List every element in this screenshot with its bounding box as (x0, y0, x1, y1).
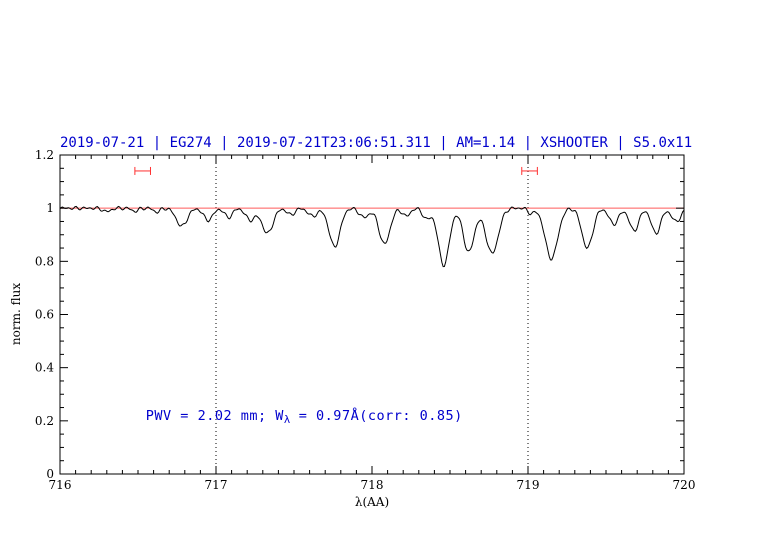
x-tick-label: 717 (205, 478, 228, 492)
y-tick-label: 1.2 (35, 148, 54, 162)
annotation-text-pre: PWV = 2.02 mm; W (145, 408, 284, 425)
y-axis-label: norm. flux (9, 282, 23, 346)
spectrum-line (59, 205, 685, 268)
x-tick-label: 719 (517, 478, 540, 492)
annotation-text-post: = 0.97Å(corr: 0.85) (290, 408, 463, 425)
y-tick-label: 1 (46, 201, 54, 215)
y-tick-label: 0.4 (35, 361, 54, 375)
annotation-lambda-subscript: λ (283, 414, 291, 427)
x-tick-label: 716 (49, 478, 72, 492)
y-tick-label: 0.6 (35, 308, 54, 322)
y-tick-label: 0.2 (35, 414, 54, 428)
y-tick-label: 0 (46, 467, 54, 481)
pwv-annotation: PWV = 2.02 mm; Wλ = 0.97Å(corr: 0.85) (146, 408, 463, 426)
x-tick-label: 718 (361, 478, 384, 492)
plot-title: 2019-07-21 | EG274 | 2019-07-21T23:06:51… (60, 135, 693, 151)
x-tick-label: 720 (673, 478, 696, 492)
x-axis-label: λ(AA) (354, 495, 390, 509)
y-tick-label: 0.8 (35, 254, 54, 268)
